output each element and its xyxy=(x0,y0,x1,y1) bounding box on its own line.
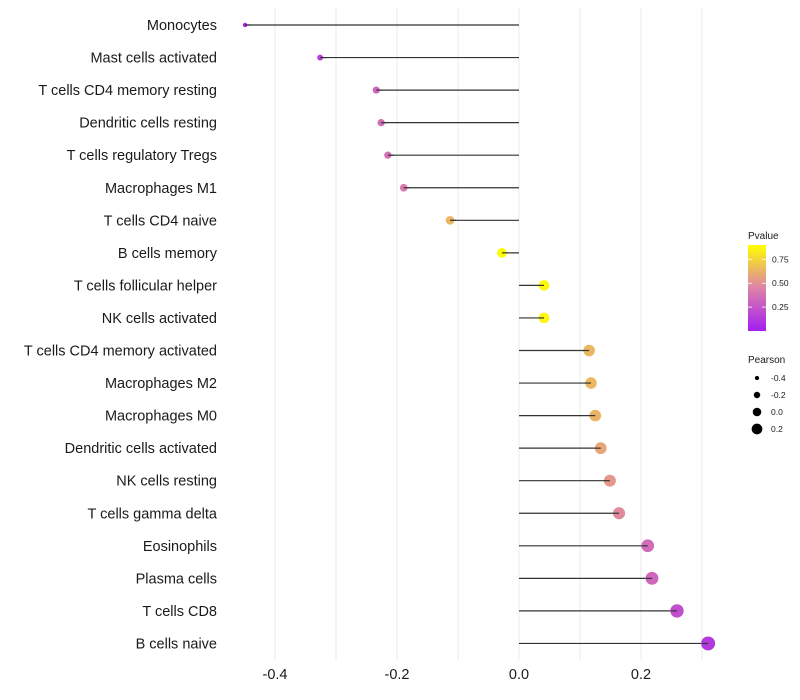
legend-colorbar xyxy=(748,245,766,331)
legend-pearson-label: -0.2 xyxy=(771,390,786,400)
legend-pearson-label: -0.4 xyxy=(771,373,786,383)
category-label: Macrophages M2 xyxy=(105,376,217,392)
category-label: Eosinophils xyxy=(143,539,217,555)
legend-size-dot xyxy=(752,407,762,417)
legend-pearson-label: 0.2 xyxy=(771,424,783,434)
category-label: T cells gamma delta xyxy=(88,506,218,522)
category-label: B cells naive xyxy=(136,636,217,652)
category-label: T cells regulatory Tregs xyxy=(67,148,217,164)
x-tick-label: 0.0 xyxy=(509,667,529,683)
category-label: Dendritic cells activated xyxy=(65,441,217,457)
category-label: Mast cells activated xyxy=(90,51,217,67)
category-label: T cells CD4 memory activated xyxy=(24,344,217,360)
legend-pvalue-title: Pvalue xyxy=(748,231,779,242)
x-tick-label: -0.2 xyxy=(385,667,410,683)
legend-size-dot xyxy=(753,391,761,399)
grid-lines xyxy=(274,8,703,660)
legend-pearson-label: 0.0 xyxy=(771,407,783,417)
legend-pvalue-label: 0.75 xyxy=(772,254,789,264)
points xyxy=(242,22,716,651)
x-axis-ticks: -0.4 -0.2 0.0 0.2 xyxy=(263,667,652,683)
legend-pearson: Pearson -0.4 -0.2 0.0 0.2 xyxy=(748,355,786,435)
category-label: Macrophages M0 xyxy=(105,409,217,425)
category-label: NK cells activated xyxy=(102,311,217,327)
x-tick-label: -0.4 xyxy=(263,667,288,683)
category-label: NK cells resting xyxy=(116,474,217,490)
x-tick-label: 0.2 xyxy=(631,667,651,683)
stems xyxy=(245,24,709,645)
category-label: Macrophages M1 xyxy=(105,181,217,197)
legend-pvalue-label: 0.25 xyxy=(772,302,789,312)
category-label: T cells follicular helper xyxy=(74,278,217,294)
category-label: T cells CD4 naive xyxy=(104,213,217,229)
category-labels: Monocytes Mast cells activated T cells CD4… xyxy=(24,18,218,652)
legend-pearson-title: Pearson xyxy=(748,355,785,366)
legend-pvalue: Pvalue 0.25 0.50 0.75 xyxy=(748,231,789,331)
category-label: Monocytes xyxy=(147,18,217,34)
category-label: B cells memory xyxy=(118,246,218,262)
legend-size-dot xyxy=(751,423,763,435)
category-label: T cells CD8 xyxy=(142,604,217,620)
category-label: Plasma cells xyxy=(136,571,217,587)
category-label: Dendritic cells resting xyxy=(79,116,217,132)
legend-pvalue-label: 0.50 xyxy=(772,278,789,288)
legend-size-dot xyxy=(754,375,760,381)
category-label: T cells CD4 memory resting xyxy=(38,83,217,99)
